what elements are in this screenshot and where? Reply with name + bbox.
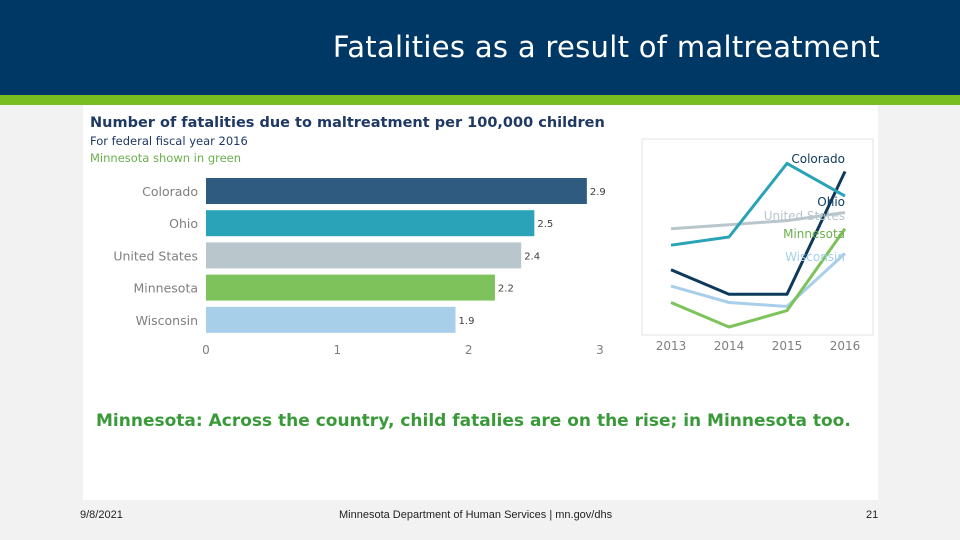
bar-label-united-states: United States [113,248,198,263]
line-colorado [670,161,846,247]
line-label-wisconsin: Wisconsin [785,250,845,264]
bar-minnesota [206,274,495,301]
chart-subtitle: For federal fiscal year 2016 [90,134,248,148]
bar-colorado [206,178,587,204]
line-x-tick-2014: 2014 [714,339,745,353]
bar-label-minnesota: Minnesota [133,281,198,296]
line-united-states [670,211,846,231]
line-wisconsin [670,252,847,308]
bar-value-wisconsin: 1.9 [459,316,475,327]
line-x-tick-2015: 2015 [772,339,803,353]
bar-wisconsin [206,306,456,333]
bar-value-united-states: 2.4 [524,251,540,262]
bar-value-minnesota: 2.2 [498,284,514,295]
bar-x-tick-0: 0 [202,343,210,357]
line-plot-frame [641,138,874,336]
line-label-united-states: United States [764,209,845,223]
footer-org: Minnesota Department of Human Services |… [339,509,613,521]
chart-panel: Number of fatalities due to maltreatment… [83,105,878,500]
slide-title: Fatalities as a result of maltreatment [332,30,880,64]
line-label-minnesota: Minnesota [783,227,845,241]
headline: Minnesota: Across the country, child fat… [96,411,851,431]
line-x-tick-2016: 2016 [830,339,861,353]
footer-date: 9/8/2021 [80,509,123,521]
bar-x-tick-1: 1 [334,343,342,357]
line-x-tick-2013: 2013 [656,339,687,353]
bar-label-colorado: Colorado [142,184,198,199]
bar-x-tick-3: 3 [596,343,604,357]
line-minnesota [670,227,847,329]
bar-value-ohio: 2.5 [537,219,553,230]
charts-svg: Colorado 2.9 Ohio 2.5 United States 2.4 Minnes… [113,138,874,357]
line-label-colorado: Colorado [791,152,845,166]
chart-note: Minnesota shown in green [90,151,242,165]
bar-x-tick-2: 2 [465,343,473,357]
bar-united-states [206,242,522,269]
bar-label-wisconsin: Wisconsin [136,313,198,328]
chart-title: Number of fatalities due to maltreatment… [90,115,605,131]
bar-label-ohio: Ohio [169,216,198,231]
bar-chart: Colorado 2.9 Ohio 2.5 United States 2.4 Minnes… [113,178,606,357]
line-label-ohio: Ohio [817,195,845,209]
bar-value-colorado: 2.9 [590,187,606,198]
accent-bar [0,95,960,105]
page-number: 21 [866,509,879,521]
line-ohio [670,170,847,296]
slide-header: Fatalities as a result of maltreatment [0,0,960,95]
bar-ohio [206,210,535,237]
